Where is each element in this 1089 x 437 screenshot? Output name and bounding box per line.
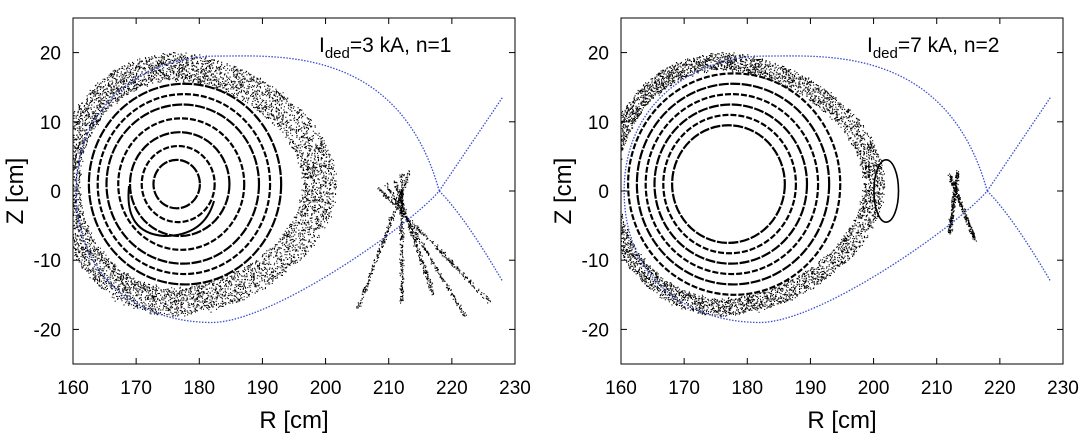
right-flux-surface-3 [644, 93, 820, 276]
left-panel-n1: 160 170 180 190 200 210 220 230 -20 -10 0 10 20 Ided… [2, 17, 531, 434]
right-annotation-rest: =7 kA, n=2 [898, 34, 1000, 57]
right-x-axis-label: R [cm] [807, 407, 876, 434]
right-ytick-label-20: 20 [588, 44, 609, 65]
right-panel-n2: 160 170 180 190 200 210 220 230 -20 -10 0 10 20 Ided… [550, 17, 1079, 434]
right-annotation: Ided=7 kA, n=2 [867, 34, 999, 62]
left-flux-surface-2 [128, 131, 231, 238]
right-annotation-subscript: ded [873, 45, 898, 62]
right-flux-surface-2 [653, 103, 809, 265]
right-xtick-label-220: 220 [984, 378, 1016, 399]
right-annotation-main: I [867, 34, 873, 57]
right-island-chain [873, 159, 900, 223]
left-xtick-label-210: 210 [373, 378, 405, 399]
left-xtick-label-180: 180 [183, 378, 215, 399]
right-ytick-label--10: -10 [582, 251, 609, 272]
left-annotation-main: I [319, 34, 325, 57]
right-separatrix-leg-upper [986, 97, 1051, 192]
right-ytick-label-10: 10 [588, 113, 609, 134]
right-xtick-label-210: 210 [921, 378, 953, 399]
left-separatrix-leg-upper [438, 97, 503, 192]
left-ytick-label-20: 20 [40, 44, 61, 65]
left-xtick-label-220: 220 [436, 378, 468, 399]
left-separatrix-leg-lower [438, 190, 503, 282]
left-ticks: 160 170 180 190 200 210 220 230 -20 -10 0 10 20 [34, 18, 531, 399]
left-ytick-label--10: -10 [34, 251, 61, 272]
right-xtick-label-230: 230 [1047, 378, 1079, 399]
right-xtick-label-170: 170 [668, 378, 700, 399]
left-xtick-label-160: 160 [57, 378, 89, 399]
right-flux-surface-5 [626, 72, 842, 296]
left-xtick-label-190: 190 [247, 378, 279, 399]
left-x-axis-label: R [cm] [259, 407, 328, 434]
left-xtick-label-200: 200 [310, 378, 342, 399]
right-stochastic-points [621, 52, 977, 317]
left-flux-surface-0 [152, 158, 201, 210]
left-flux-surface-6 [87, 82, 283, 286]
right-xtick-label-160: 160 [605, 378, 637, 399]
left-flux-surface-1 [140, 144, 216, 224]
right-flux-surface-4 [635, 82, 831, 286]
left-island-chain [127, 185, 215, 238]
right-xtick-label-180: 180 [731, 378, 763, 399]
left-flux-surface-5 [96, 93, 272, 276]
left-annotation-subscript: ded [325, 45, 350, 62]
left-plot-area [73, 52, 503, 324]
right-ytick-label--20: -20 [582, 320, 609, 341]
left-flux-surface-4 [105, 103, 261, 265]
left-stochastic-points [73, 52, 491, 317]
left-ytick-label-0: 0 [50, 182, 61, 203]
right-plot-content [621, 52, 1051, 324]
left-xtick-label-170: 170 [120, 378, 152, 399]
right-plot-area [621, 52, 1051, 324]
right-ticks: 160 170 180 190 200 210 220 230 -20 -10 0 10 20 [582, 18, 1079, 399]
left-flux-surface-3 [117, 117, 246, 251]
left-plot-content [73, 52, 503, 324]
left-xtick-label-230: 230 [499, 378, 531, 399]
right-flux-surface-1 [662, 113, 798, 255]
left-y-axis-label: Z [cm] [2, 158, 29, 225]
right-y-axis-label: Z [cm] [550, 158, 577, 225]
right-separatrix-leg-lower [986, 190, 1051, 282]
right-xtick-label-200: 200 [858, 378, 890, 399]
left-annotation-rest: =3 kA, n=1 [350, 34, 452, 57]
left-ytick-label-10: 10 [40, 113, 61, 134]
left-ytick-label--20: -20 [34, 320, 61, 341]
right-xtick-label-190: 190 [795, 378, 827, 399]
right-ytick-label-0: 0 [598, 182, 609, 203]
right-flux-surface-0 [671, 124, 786, 245]
left-annotation: Ided=3 kA, n=1 [319, 34, 451, 62]
